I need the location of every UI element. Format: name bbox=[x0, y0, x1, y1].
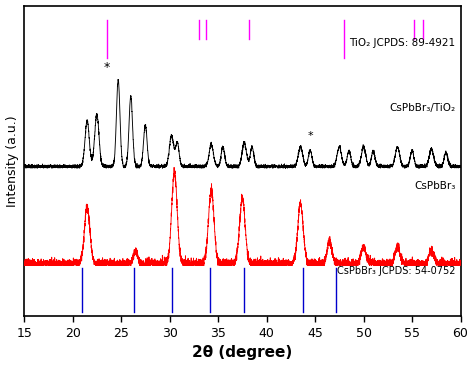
Text: CsPbBr₃/TiO₂: CsPbBr₃/TiO₂ bbox=[390, 104, 456, 113]
Text: TiO₂ JCPDS: 89-4921: TiO₂ JCPDS: 89-4921 bbox=[349, 38, 456, 48]
Text: *: * bbox=[103, 61, 109, 74]
Text: CsPbBr₃ JCPDS: 54-0752: CsPbBr₃ JCPDS: 54-0752 bbox=[337, 266, 456, 276]
X-axis label: 2θ (degree): 2θ (degree) bbox=[192, 346, 292, 361]
Text: *: * bbox=[307, 131, 313, 141]
Text: CsPbBr₃: CsPbBr₃ bbox=[414, 182, 456, 191]
Y-axis label: Intensity (a.u.): Intensity (a.u.) bbox=[6, 115, 18, 207]
